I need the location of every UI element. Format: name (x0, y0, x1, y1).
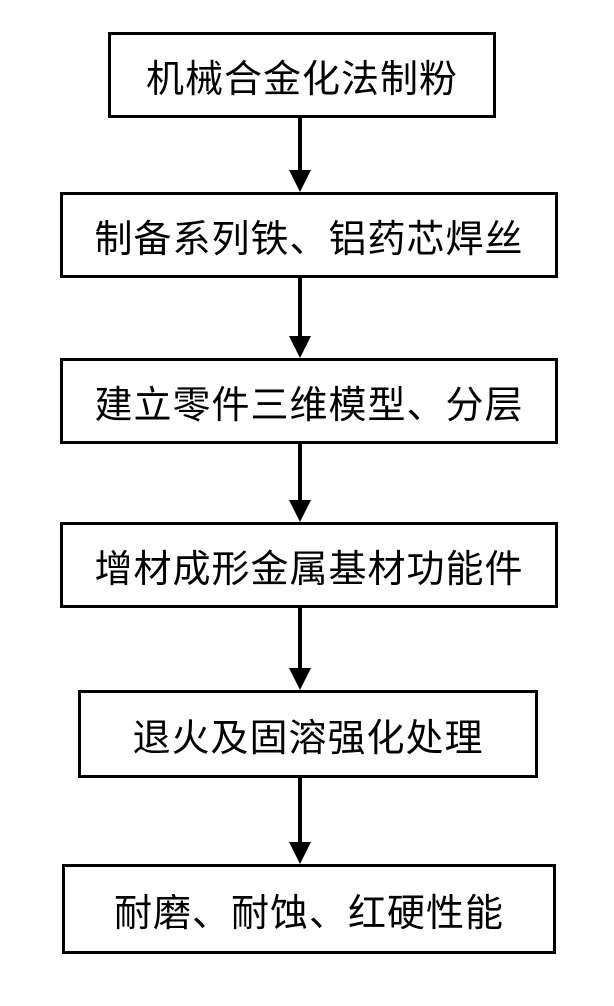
flow-node-3: 建立零件三维模型、分层 (60, 358, 558, 444)
flow-node-label: 建立零件三维模型、分层 (94, 374, 523, 429)
flow-node-label: 退火及固溶强化处理 (132, 707, 483, 762)
flow-node-1: 机械合金化法制粉 (108, 32, 496, 118)
flow-node-label: 制备系列铁、铝药芯焊丝 (94, 208, 523, 263)
flow-node-5: 退火及固溶强化处理 (78, 690, 538, 778)
flowchart-container: 机械合金化法制粉 制备系列铁、铝药芯焊丝 建立零件三维模型、分层 增材成形金属基… (0, 0, 614, 1006)
flow-node-label: 耐磨、耐蚀、红硬性能 (114, 882, 504, 937)
flow-node-6: 耐磨、耐蚀、红硬性能 (62, 864, 556, 954)
flow-node-label: 机械合金化法制粉 (146, 48, 458, 103)
flow-node-2: 制备系列铁、铝药芯焊丝 (60, 192, 558, 278)
flow-node-label: 增材成形金属基材功能件 (94, 538, 523, 593)
flow-node-4: 增材成形金属基材功能件 (60, 522, 558, 608)
